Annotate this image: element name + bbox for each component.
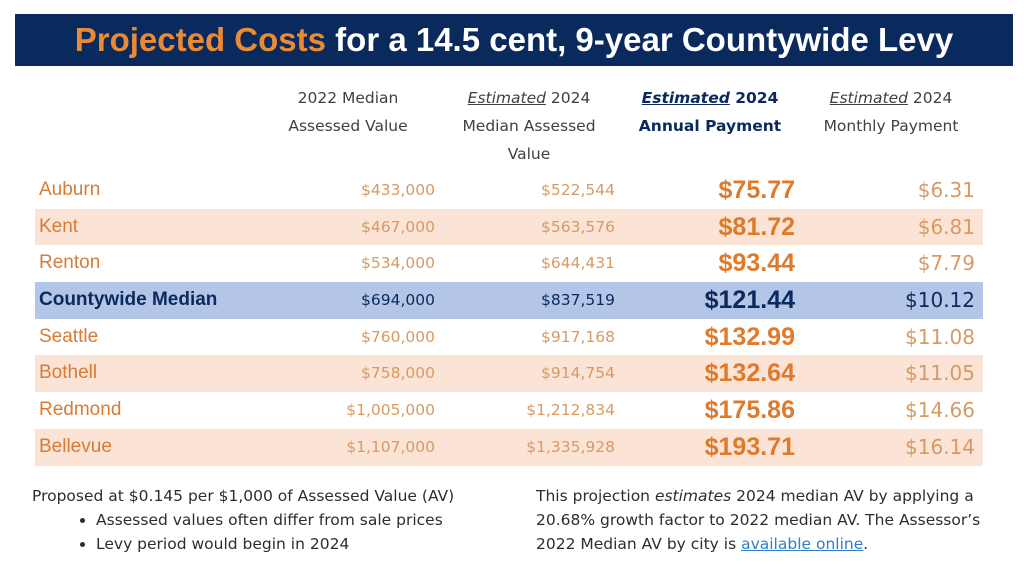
header-2024-median: Estimated 2024 Median Assessed Value <box>462 89 596 163</box>
table-row-countywide: Countywide Median $694,000 $837,519 $121… <box>35 282 983 319</box>
median-2022: $433,000 <box>361 181 435 199</box>
annual-payment: $132.64 <box>704 359 795 388</box>
median-2024: $1,212,834 <box>526 401 615 420</box>
annual-payment: $193.71 <box>704 432 795 461</box>
median-2022: $467,000 <box>361 217 435 236</box>
table-row: Bothell $758,000 $914,754 $132.64 $11.05 <box>35 355 983 393</box>
median-2024: $837,519 <box>541 291 615 310</box>
table-row: Renton $534,000 $644,431 $93.44 $7.79 <box>35 245 983 282</box>
footer-right: This projection estimates 2024 median AV… <box>536 487 981 553</box>
table-row: Kent $467,000 $563,576 $81.72 $6.81 <box>35 208 983 246</box>
page-title: Projected Costs for a 14.5 cent, 9-year … <box>15 14 1013 66</box>
median-2022: $694,000 <box>361 291 435 310</box>
median-2024: $644,431 <box>541 254 615 273</box>
city-name: Seattle <box>39 325 99 347</box>
monthly-payment: $10.12 <box>905 288 975 313</box>
monthly-payment: $6.31 <box>917 178 975 202</box>
table-row: Auburn $433,000 $522,544 $75.77 $6.31 <box>35 172 983 209</box>
header-2022-median: 2022 Median Assessed Value <box>288 89 408 135</box>
median-2022: $758,000 <box>361 364 435 383</box>
median-2024: $914,754 <box>541 364 615 383</box>
annual-payment: $175.86 <box>704 396 795 425</box>
median-2022: $534,000 <box>361 254 435 273</box>
table-row: Bellevue $1,107,000 $1,335,928 $193.71 $… <box>35 428 983 466</box>
proposal-text: Proposed at $0.145 per $1,000 of Assesse… <box>32 487 455 505</box>
annual-payment: $75.77 <box>718 176 795 204</box>
median-2022: $760,000 <box>361 327 435 346</box>
cost-table: Auburn $433,000 $522,544 $75.77 $6.31 Ke… <box>35 172 983 466</box>
city-name: Bellevue <box>39 435 112 457</box>
annual-payment: $121.44 <box>704 286 795 315</box>
city-name: Countywide Median <box>39 289 218 311</box>
annual-payment: $132.99 <box>704 322 795 351</box>
median-2022: $1,005,000 <box>346 401 435 420</box>
monthly-payment: $16.14 <box>905 434 975 459</box>
bullet-item: Levy period would begin in 2024 <box>96 532 532 556</box>
monthly-payment: $14.66 <box>905 398 975 423</box>
footer-left: Proposed at $0.145 per $1,000 of Assesse… <box>32 484 532 556</box>
title-accent: Projected Costs <box>74 21 326 58</box>
table-row: Redmond $1,005,000 $1,212,834 $175.86 $1… <box>35 392 983 429</box>
median-2022: $1,107,000 <box>346 437 435 456</box>
title-rest: for a 14.5 cent, 9-year Countywide Levy <box>326 21 954 58</box>
header-monthly-payment: Estimated 2024 Monthly Payment <box>823 89 959 135</box>
monthly-payment: $6.81 <box>917 214 975 239</box>
annual-payment: $81.72 <box>718 212 795 241</box>
city-name: Kent <box>39 215 79 237</box>
median-2024: $1,335,928 <box>526 437 615 456</box>
city-name: Redmond <box>39 399 122 421</box>
annual-payment: $93.44 <box>718 249 795 278</box>
median-2024: $917,168 <box>541 327 615 346</box>
city-name: Auburn <box>39 179 101 200</box>
header-annual-payment: Estimated 2024 Annual Payment <box>638 89 782 135</box>
city-name: Renton <box>39 252 101 274</box>
monthly-payment: $7.79 <box>917 251 975 276</box>
monthly-payment: $11.05 <box>905 361 975 386</box>
median-2024: $522,544 <box>541 181 615 199</box>
bullet-list: Assessed values often differ from sale p… <box>32 508 532 556</box>
city-name: Bothell <box>39 362 98 384</box>
median-2024: $563,576 <box>541 217 615 236</box>
monthly-payment: $11.08 <box>905 324 975 349</box>
bullet-item: Assessed values often differ from sale p… <box>96 508 532 532</box>
available-online-link[interactable]: available online <box>741 535 864 553</box>
table-row: Seattle $760,000 $917,168 $132.99 $11.08 <box>35 319 983 356</box>
